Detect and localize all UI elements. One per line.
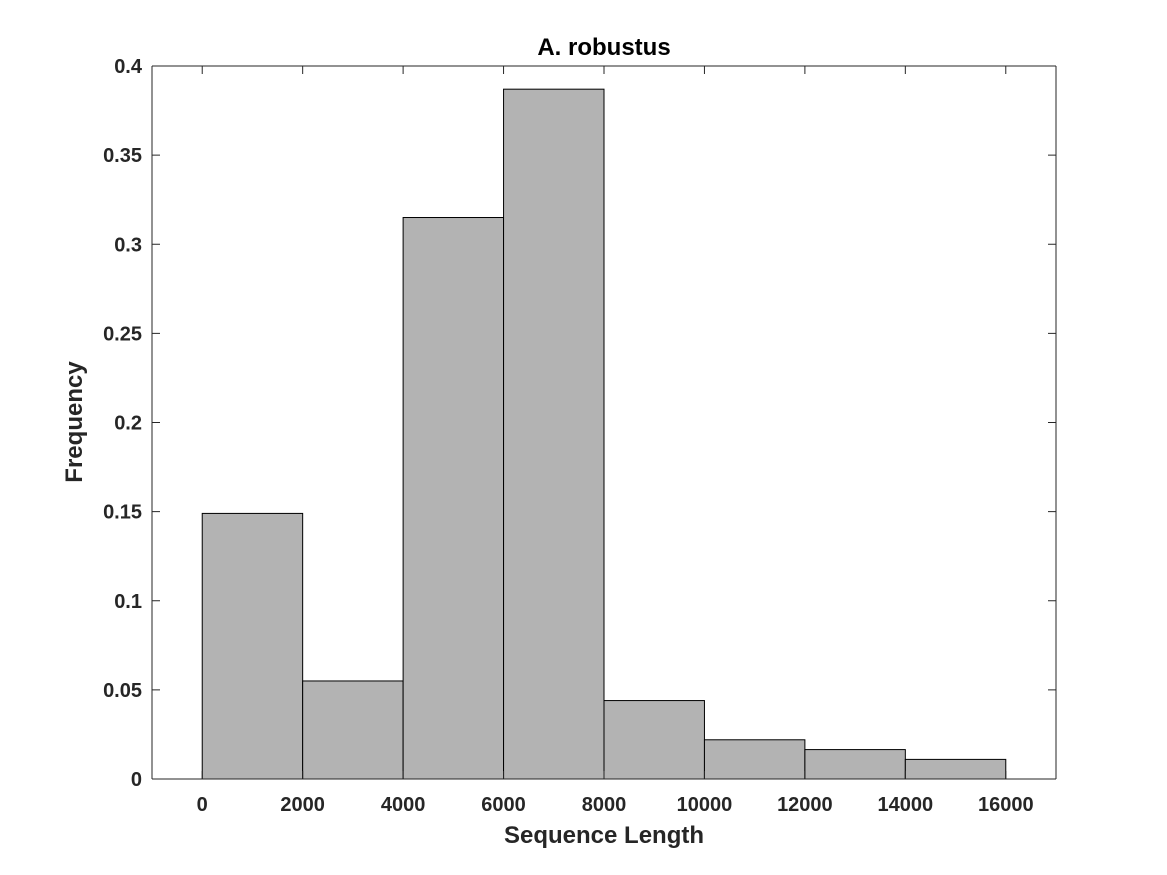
- x-tick-label: 4000: [381, 794, 426, 816]
- histogram-bar-6: [804, 749, 906, 780]
- histogram-bar-1: [302, 680, 404, 780]
- y-tick-label: 0: [131, 769, 142, 791]
- x-tick-label: 0: [197, 794, 208, 816]
- x-tick-label: 12000: [777, 794, 833, 816]
- histogram-bar-7: [904, 758, 1007, 780]
- histogram-bar-5: [703, 739, 806, 780]
- y-tick-label: 0.05: [103, 680, 142, 702]
- x-tick-label: 14000: [878, 794, 934, 816]
- y-tick-label: 0.35: [103, 145, 142, 167]
- x-tick-label: 10000: [677, 794, 733, 816]
- histogram-bar-3: [503, 88, 605, 780]
- y-tick-label: 0.4: [114, 56, 143, 78]
- histogram-bar-2: [402, 217, 505, 780]
- x-tick-label: 2000: [280, 794, 325, 816]
- y-tick-label: 0.15: [103, 502, 142, 524]
- y-axis-label: Frequency: [61, 361, 88, 483]
- x-tick-label: 16000: [978, 794, 1034, 816]
- y-tick-label: 0.25: [103, 323, 142, 345]
- x-axis-label: Sequence Length: [504, 822, 704, 849]
- bars-layer: [201, 88, 1007, 780]
- y-tick-label: 0.1: [114, 591, 142, 613]
- x-tick-label: 8000: [582, 794, 627, 816]
- y-tick-label: 0.2: [114, 413, 142, 435]
- histogram-bar-0: [201, 512, 304, 780]
- histogram-bar-4: [603, 700, 705, 780]
- x-tick-label: 6000: [481, 794, 526, 816]
- y-tick-label: 0.3: [114, 234, 142, 256]
- ticks-layer: 0 2000 4000 6000 8000 10000 12000 14000 16000 0 0.…: [103, 56, 1056, 816]
- chart-title: A. robustus: [537, 34, 670, 61]
